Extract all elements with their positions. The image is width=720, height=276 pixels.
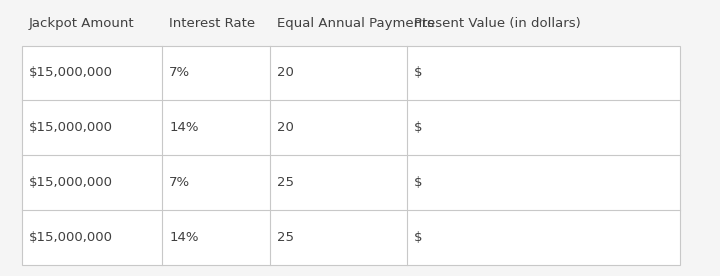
Text: 14%: 14%: [169, 231, 199, 244]
Text: $: $: [414, 121, 423, 134]
Text: $15,000,000: $15,000,000: [29, 67, 113, 79]
Text: Present Value (in dollars): Present Value (in dollars): [414, 17, 581, 30]
Text: $: $: [414, 231, 423, 244]
Text: $: $: [414, 176, 423, 189]
Text: Equal Annual Payments: Equal Annual Payments: [277, 17, 434, 30]
Text: $: $: [414, 67, 423, 79]
Text: 25: 25: [277, 231, 294, 244]
Text: Jackpot Amount: Jackpot Amount: [29, 17, 135, 30]
Text: 7%: 7%: [169, 67, 190, 79]
Text: $15,000,000: $15,000,000: [29, 121, 113, 134]
Text: 14%: 14%: [169, 121, 199, 134]
Text: 20: 20: [277, 121, 294, 134]
Text: 7%: 7%: [169, 176, 190, 189]
Text: 25: 25: [277, 176, 294, 189]
Text: Interest Rate: Interest Rate: [169, 17, 256, 30]
Text: 20: 20: [277, 67, 294, 79]
Text: $15,000,000: $15,000,000: [29, 231, 113, 244]
Bar: [22, 46, 680, 265]
Text: $15,000,000: $15,000,000: [29, 176, 113, 189]
